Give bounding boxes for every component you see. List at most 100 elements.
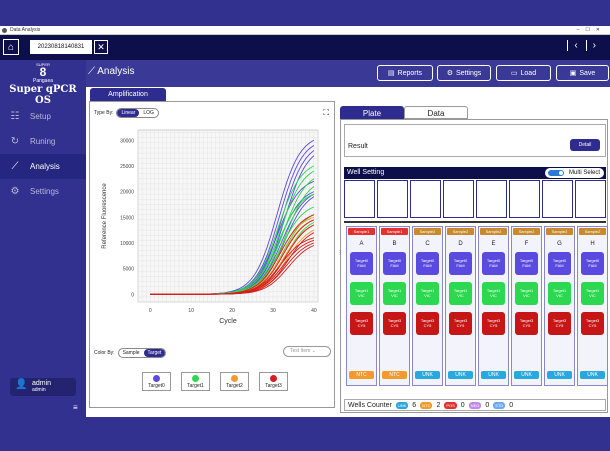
close-tab-button[interactable]: ✕	[94, 40, 108, 54]
plate-column[interactable]: Sample1 A Target0 FAM Target1 VIC Target3 CY5 NT…	[346, 226, 377, 386]
target-chip[interactable]: Target3 CY5	[515, 312, 538, 335]
legend-target0[interactable]: Target0	[142, 372, 171, 391]
target-chip[interactable]: Target0 FAM	[416, 252, 439, 275]
well-slot[interactable]	[509, 180, 540, 218]
well-slot[interactable]	[575, 180, 606, 218]
y-tick-label: 15000	[120, 215, 134, 221]
page-title-text: Analysis	[97, 66, 135, 77]
target-chip[interactable]: Target1 VIC	[449, 282, 472, 305]
legend-target2[interactable]: Target2	[220, 372, 249, 391]
color-target[interactable]: Target	[143, 349, 166, 357]
legend-target3[interactable]: Target3	[259, 372, 288, 391]
color-sample[interactable]: Sample	[122, 350, 140, 356]
target-chip[interactable]: Target0 FAM	[482, 252, 505, 275]
target-chip[interactable]: Target0 FAM	[515, 252, 538, 275]
target-chip[interactable]: Target3 CY5	[416, 312, 439, 335]
target-chip[interactable]: Target3 CY5	[482, 312, 505, 335]
multi-select-toggle[interactable]: Multi Select	[544, 168, 604, 178]
counter-tag: UNK	[395, 401, 409, 409]
sidebar-item-runing[interactable]: ↻ Runing	[0, 129, 86, 154]
sidebar-item-analysis[interactable]: ⟋ Analysis	[0, 154, 86, 179]
target-chip[interactable]: Target1 VIC	[548, 282, 571, 305]
detail-button[interactable]: Detail	[570, 139, 600, 151]
user-card[interactable]: 👤 admin admin	[10, 378, 76, 396]
logo: SUPER 8 Pangaea Super qPCR OS	[0, 62, 86, 106]
color-toggle[interactable]: Sample Target	[117, 348, 167, 358]
target-chip[interactable]: Target0 FAM	[581, 252, 604, 275]
settings-label: Settings	[455, 69, 482, 77]
legend-label: Target1	[187, 383, 204, 389]
legend-dot	[270, 375, 277, 382]
target-chip-dye: FAM	[489, 263, 498, 268]
plate-column[interactable]: Sample2 G Target0 FAM Target1 VIC Target3 CY5 UN…	[544, 226, 575, 386]
sidebar-item-settings[interactable]: ⚙ Settings	[0, 179, 86, 204]
home-button[interactable]: ⌂	[3, 39, 19, 55]
target-chip-label: Target0	[453, 258, 468, 263]
plate-column[interactable]: Sample1 B Target0 FAM Target1 VIC Target3 CY5 NT…	[379, 226, 410, 386]
tab-amplification[interactable]: Amplification	[90, 88, 166, 101]
plate-column[interactable]: Sample2 D Target0 FAM Target1 VIC Target3 CY5 UN…	[445, 226, 476, 386]
y-tick-label: 20000	[120, 190, 134, 196]
sample-label: Sample2	[513, 228, 540, 235]
load-button[interactable]: ▭ Load	[496, 65, 551, 81]
target-chip[interactable]: Target1 VIC	[416, 282, 439, 305]
target-chip[interactable]: Target0 FAM	[350, 252, 373, 275]
target-chip[interactable]: Target1 VIC	[350, 282, 373, 305]
plate-column[interactable]: Sample2 C Target0 FAM Target1 VIC Target3 CY5 UN…	[412, 226, 443, 386]
file-tab[interactable]: 20230818140831	[30, 40, 92, 54]
target-chip[interactable]: Target1 VIC	[383, 282, 406, 305]
type-linear[interactable]: Linear	[117, 109, 140, 117]
target-chip[interactable]: Target3 CY5	[383, 312, 406, 335]
toggle-switch[interactable]	[547, 170, 564, 176]
target-chip[interactable]: Target1 VIC	[581, 282, 604, 305]
plate-column[interactable]: Sample2 F Target0 FAM Target1 VIC Target3 CY5 UN…	[511, 226, 542, 386]
x-tick-label: 10	[188, 308, 194, 314]
panel-splitter[interactable]: ⋮	[337, 250, 342, 256]
type-log[interactable]: LOG	[143, 110, 154, 116]
well-slot[interactable]	[476, 180, 507, 218]
tab-data[interactable]: Data	[404, 106, 468, 119]
wells-counter-label: Wells Counter	[348, 401, 392, 409]
chevron-right-icon[interactable]: ›	[585, 40, 604, 51]
plate-column[interactable]: Sample2 E Target0 FAM Target1 VIC Target3 CY5 UN…	[478, 226, 509, 386]
target-chip[interactable]: Target1 VIC	[482, 282, 505, 305]
target-chip[interactable]: Target3 CY5	[350, 312, 373, 335]
target-chip[interactable]: Target1 VIC	[515, 282, 538, 305]
plate-column[interactable]: Sample2 H Target0 FAM Target1 VIC Target3 CY5 UN…	[577, 226, 608, 386]
test-item-select[interactable]: Test Item ⌄	[283, 346, 331, 357]
user-role: admin	[32, 387, 46, 393]
logo-top: SUPER	[36, 62, 50, 67]
target-chip[interactable]: Target3 CY5	[548, 312, 571, 335]
target-chip[interactable]: Target3 CY5	[581, 312, 604, 335]
well-slot[interactable]	[542, 180, 573, 218]
tab-plate[interactable]: Plate	[340, 106, 404, 119]
reports-button[interactable]: ▤ Reports	[377, 65, 433, 81]
well-slot[interactable]	[410, 180, 441, 218]
chevron-left-icon[interactable]: ‹	[567, 40, 586, 51]
save-button[interactable]: ▣ Save	[556, 65, 609, 81]
wells-counter: Wells Counter UNK 6 NTC 2 POS 0 NEG 0 STD 0	[344, 399, 606, 411]
target-chip-label: Target0	[585, 258, 600, 263]
tab-nav-arrows[interactable]: ‹ ›	[567, 40, 604, 51]
settings-button[interactable]: ⚙ Settings	[437, 65, 491, 81]
legend-label: Target0	[148, 383, 165, 389]
target-chip[interactable]: Target3 CY5	[449, 312, 472, 335]
collapse-sidebar-icon[interactable]: ≡	[73, 403, 78, 412]
test-item-placeholder: Test Item	[290, 348, 311, 354]
type-toggle[interactable]: Linear LOG	[116, 108, 159, 118]
window-controls[interactable]: –☐✕	[576, 27, 606, 33]
y-tick-label: 25000	[120, 164, 134, 170]
type-by: Type By: Linear LOG	[94, 108, 159, 118]
well-slot[interactable]	[377, 180, 408, 218]
target-chip[interactable]: Target0 FAM	[548, 252, 571, 275]
target-chip-dye: FAM	[588, 263, 597, 268]
fullscreen-icon[interactable]: ⛶	[323, 108, 329, 117]
report-icon: ▤	[387, 70, 395, 77]
target-chip[interactable]: Target0 FAM	[383, 252, 406, 275]
well-slot[interactable]	[443, 180, 474, 218]
column-letter: E	[491, 241, 496, 247]
well-slot[interactable]	[344, 180, 375, 218]
legend-target1[interactable]: Target1	[181, 372, 210, 391]
sidebar-item-setup[interactable]: ☷ Setup	[0, 104, 86, 129]
target-chip[interactable]: Target0 FAM	[449, 252, 472, 275]
